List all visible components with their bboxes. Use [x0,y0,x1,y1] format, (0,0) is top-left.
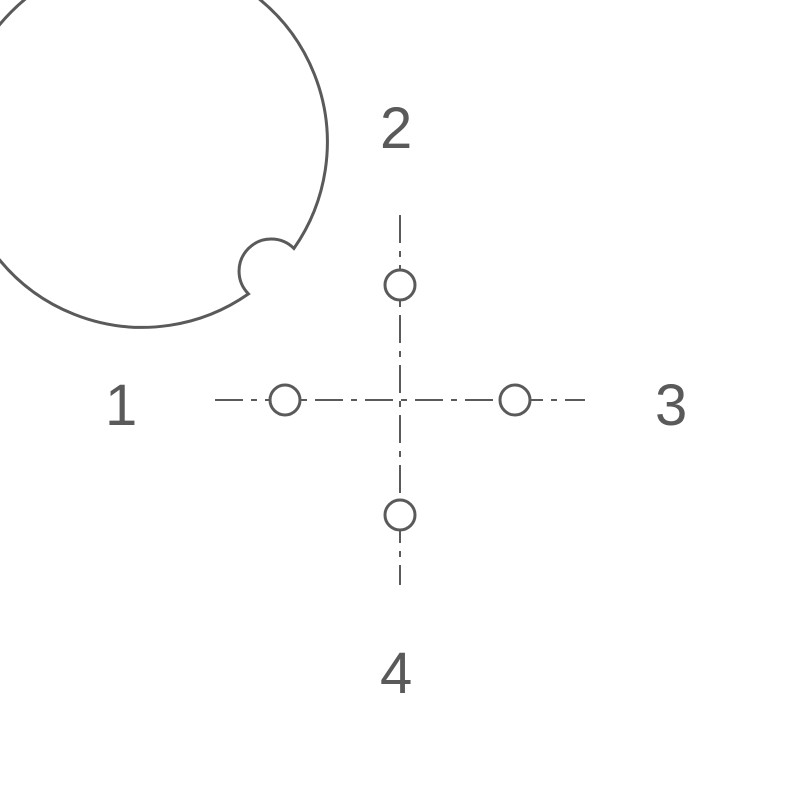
connector-outline [0,0,327,327]
pin-3 [500,385,530,415]
pin-label-3: 3 [655,372,687,439]
pin-label-4: 4 [380,640,412,707]
pin-4 [385,500,415,530]
connector-pinout-diagram: 1 2 3 4 [0,0,800,800]
pin-label-1: 1 [105,372,137,439]
pin-1 [270,385,300,415]
pin-2 [385,270,415,300]
pin-label-2: 2 [380,95,412,162]
